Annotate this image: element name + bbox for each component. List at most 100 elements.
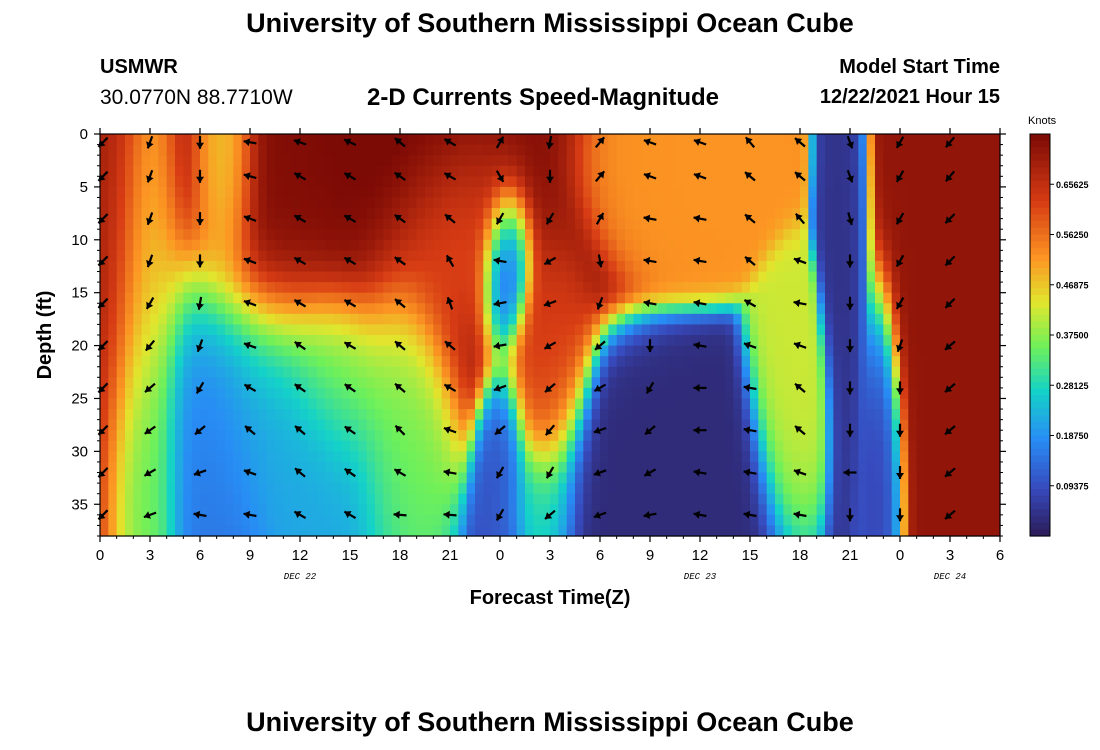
heatmap-cell [225,377,234,389]
heatmap-cell [883,356,893,368]
heatmap-cell [391,229,401,241]
heatmap-cell [208,398,218,410]
heatmap-cell [408,292,418,304]
heatmap-cell [225,514,234,527]
heatmap-cell [733,356,743,368]
current-arrow [895,136,905,149]
heatmap-cell [483,345,493,357]
current-arrow [794,212,806,225]
heatmap-cell [200,208,209,220]
heatmap-cell [891,229,901,241]
heatmap-cell [241,282,251,294]
heatmap-cell [158,514,168,527]
colorbar-swatch [1030,408,1050,416]
heatmap-cell [691,493,701,505]
heatmap-cell [650,324,659,336]
heatmap-cell [525,514,534,527]
heatmap-cell [833,208,843,220]
heatmap-cell [158,303,168,315]
heatmap-cell [925,197,934,209]
arrow-head [743,468,751,477]
heatmap-cell [491,292,501,304]
heatmap-cell [691,218,701,230]
heatmap-cell [841,144,851,156]
heatmap-cell [400,197,409,209]
heatmap-cell [208,144,218,156]
heatmap-cell [600,155,609,167]
heatmap-cell [233,186,243,199]
heatmap-cell [600,366,609,378]
heatmap-cell [275,472,284,484]
arrow-head [945,512,953,519]
heatmap-cell [691,208,701,220]
heatmap-cell [400,483,409,495]
arrow-head [144,427,152,434]
heatmap-cell [400,440,409,452]
heatmap-cell [633,186,643,199]
heatmap-cell [458,419,468,431]
heatmap-cell [591,493,601,505]
heatmap-cell [741,483,751,495]
current-arrow [544,382,556,393]
heatmap-cell [275,451,284,463]
heatmap-cell [883,144,893,156]
heatmap-cell [991,186,1001,199]
heatmap-cell [900,303,909,315]
heatmap-cell [416,409,426,421]
heatmap-cell [783,313,793,326]
heatmap-cell [250,472,259,484]
heatmap-cell [625,430,634,442]
heatmap-cell [566,472,576,484]
heatmap-cell [858,345,868,357]
heatmap-cell [683,229,693,241]
heatmap-cell [375,345,384,357]
heatmap-cell [533,440,543,452]
heatmap-cell [133,335,143,347]
heatmap-cell [933,345,943,357]
heatmap-cell [875,461,884,474]
heatmap-cell [283,514,293,527]
x-tick-label: 18 [392,547,409,564]
heatmap-cell [508,398,518,410]
heatmap-cell [566,493,576,505]
heatmap-cell [408,260,418,273]
heatmap-cell [466,260,476,273]
heatmap-cell [950,197,959,209]
arrow-head [145,385,153,393]
arrow-head [294,214,302,222]
y-axis-label: Depth (ft) [34,291,56,380]
heatmap-cell [691,186,701,199]
heatmap-cell [408,271,418,283]
heatmap-cell [391,313,401,326]
heatmap-cell [858,239,868,251]
heatmap-cell [858,282,868,294]
heatmap-cell [875,271,884,283]
heatmap-cell [308,451,318,463]
heatmap-cell [466,271,476,283]
heatmap-cell [591,387,601,400]
colorbar-swatch [1030,308,1050,316]
heatmap-cell [991,134,1001,146]
heatmap-cell [750,451,759,463]
heatmap-cell [358,239,368,251]
heatmap-cell [225,218,234,230]
heatmap-cell [208,250,218,262]
heatmap-cell [775,430,784,442]
current-arrow [593,511,607,519]
heatmap-cell [266,260,276,273]
heatmap-cell [633,451,643,463]
heatmap-cell [275,335,284,347]
heatmap-cell [283,208,293,220]
heatmap-cell [750,229,759,241]
heatmap-cell [166,282,176,294]
heatmap-cell [775,292,784,304]
heatmap-cell [658,239,668,251]
heatmap-cell [891,335,901,347]
heatmap-cell [850,483,859,495]
heatmap-cell [666,366,676,378]
heatmap-cell [133,250,143,262]
heatmap-cell [258,356,268,368]
heatmap-cell [775,271,784,283]
heatmap-cell [125,419,134,431]
heatmap-cell [525,303,534,315]
